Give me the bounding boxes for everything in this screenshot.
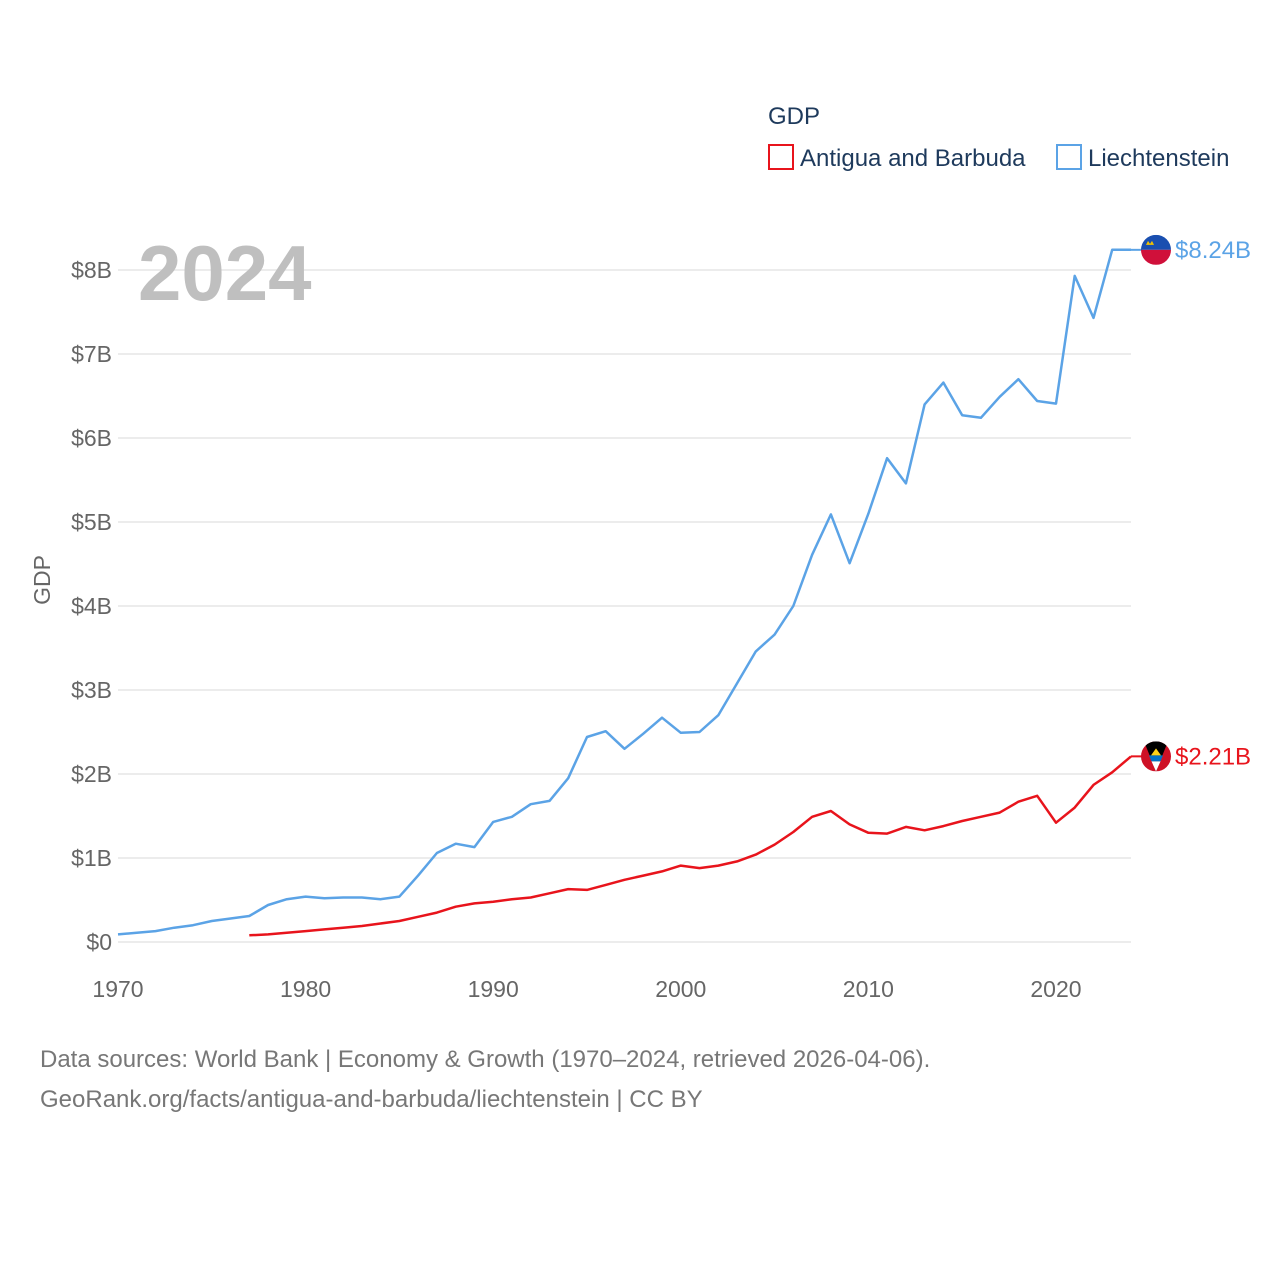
gridlines (118, 269, 1131, 943)
y-tick-label: $5B (71, 509, 112, 535)
series-line-antigua-and-barbuda (249, 755, 1132, 937)
legend-label-antigua-and-barbuda: Antigua and Barbuda (800, 145, 1026, 172)
legend-swatch-liechtenstein (1056, 144, 1082, 170)
y-tick-label: $0 (86, 929, 112, 955)
y-tick-label: $1B (71, 845, 112, 871)
source-footer: Data sources: World Bank | Economy & Gro… (40, 1040, 930, 1120)
y-axis-ticks: $0 $1B $2B $3B $4B $5B $6B $7B $8B (71, 257, 112, 955)
legend-title: GDP (768, 103, 820, 130)
series-line-liechtenstein (117, 248, 1131, 936)
antigua-end-value: $2.21B (1175, 743, 1251, 770)
legend-label-liechtenstein: Liechtenstein (1088, 145, 1229, 172)
y-axis-title: GDP (29, 555, 55, 605)
x-tick-label: 2010 (843, 976, 894, 1002)
y-tick-label: $3B (71, 677, 112, 703)
y-tick-label: $7B (71, 341, 112, 367)
y-tick-label: $4B (71, 593, 112, 619)
liechtenstein-flag-icon (1141, 234, 1171, 265)
legend-swatch-antigua-and-barbuda (768, 144, 794, 170)
series-lines (117, 248, 1132, 937)
legend-item-antigua-and-barbuda[interactable]: Antigua and Barbuda (768, 144, 1026, 172)
liechtenstein-end-marker: $8.24B (1131, 234, 1251, 265)
footer-sources: Data sources: World Bank | Economy & Gro… (40, 1046, 931, 1073)
y-tick-label: $6B (71, 425, 112, 451)
footer-url[interactable]: GeoRank.org/facts/antigua-and-barbuda/li… (40, 1086, 703, 1113)
liechtenstein-end-value: $8.24B (1175, 237, 1251, 264)
legend-item-liechtenstein[interactable]: Liechtenstein (1056, 144, 1229, 172)
y-tick-label: $8B (71, 257, 112, 283)
x-tick-label: 1970 (92, 976, 143, 1002)
y-tick-label: $2B (71, 761, 112, 787)
x-axis-ticks: 1970 1980 1990 2000 2010 2020 (92, 976, 1081, 1002)
legend: GDP Antigua and Barbuda Liechtenstein (768, 103, 1229, 172)
x-tick-label: 2020 (1030, 976, 1081, 1002)
x-tick-label: 2000 (655, 976, 706, 1002)
x-tick-label: 1990 (468, 976, 519, 1002)
antigua-end-marker: $2.21B (1131, 741, 1251, 772)
x-tick-label: 1980 (280, 976, 331, 1002)
antigua-and-barbuda-flag-icon (1141, 741, 1171, 772)
year-label: 2024 (138, 229, 312, 317)
